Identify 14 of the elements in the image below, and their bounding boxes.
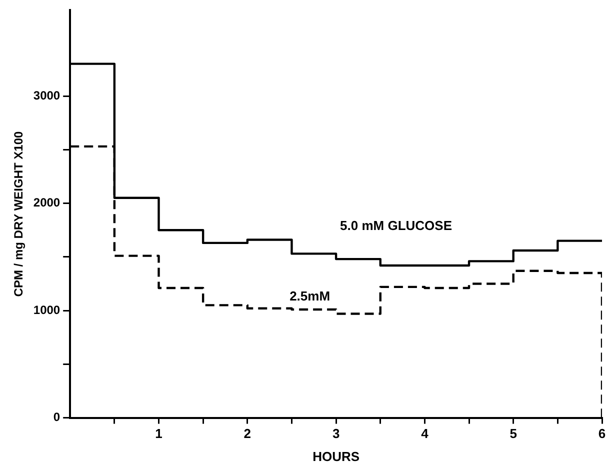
x-tick-label: 3 [332, 426, 340, 442]
x-tick-label: 1 [155, 426, 162, 442]
x-tick-label: 4 [421, 426, 430, 442]
x-tick-label: 5 [510, 426, 517, 442]
y-tick-label: 3000 [33, 88, 60, 102]
y-tick-label: 2000 [33, 196, 60, 210]
x-axis-title: HOURS [312, 448, 360, 464]
x-tick-label: 2 [244, 426, 252, 442]
y-tick-label: 1000 [33, 302, 60, 317]
y-axis-title: CPM / mg DRY WEIGHT X100 [12, 131, 26, 297]
x-tick-label: 6 [598, 426, 606, 442]
y-tick-label: 0 [53, 410, 60, 424]
series-label: 2.5mM [290, 288, 330, 304]
series-label: 5.0 mM GLUCOSE [340, 218, 452, 234]
